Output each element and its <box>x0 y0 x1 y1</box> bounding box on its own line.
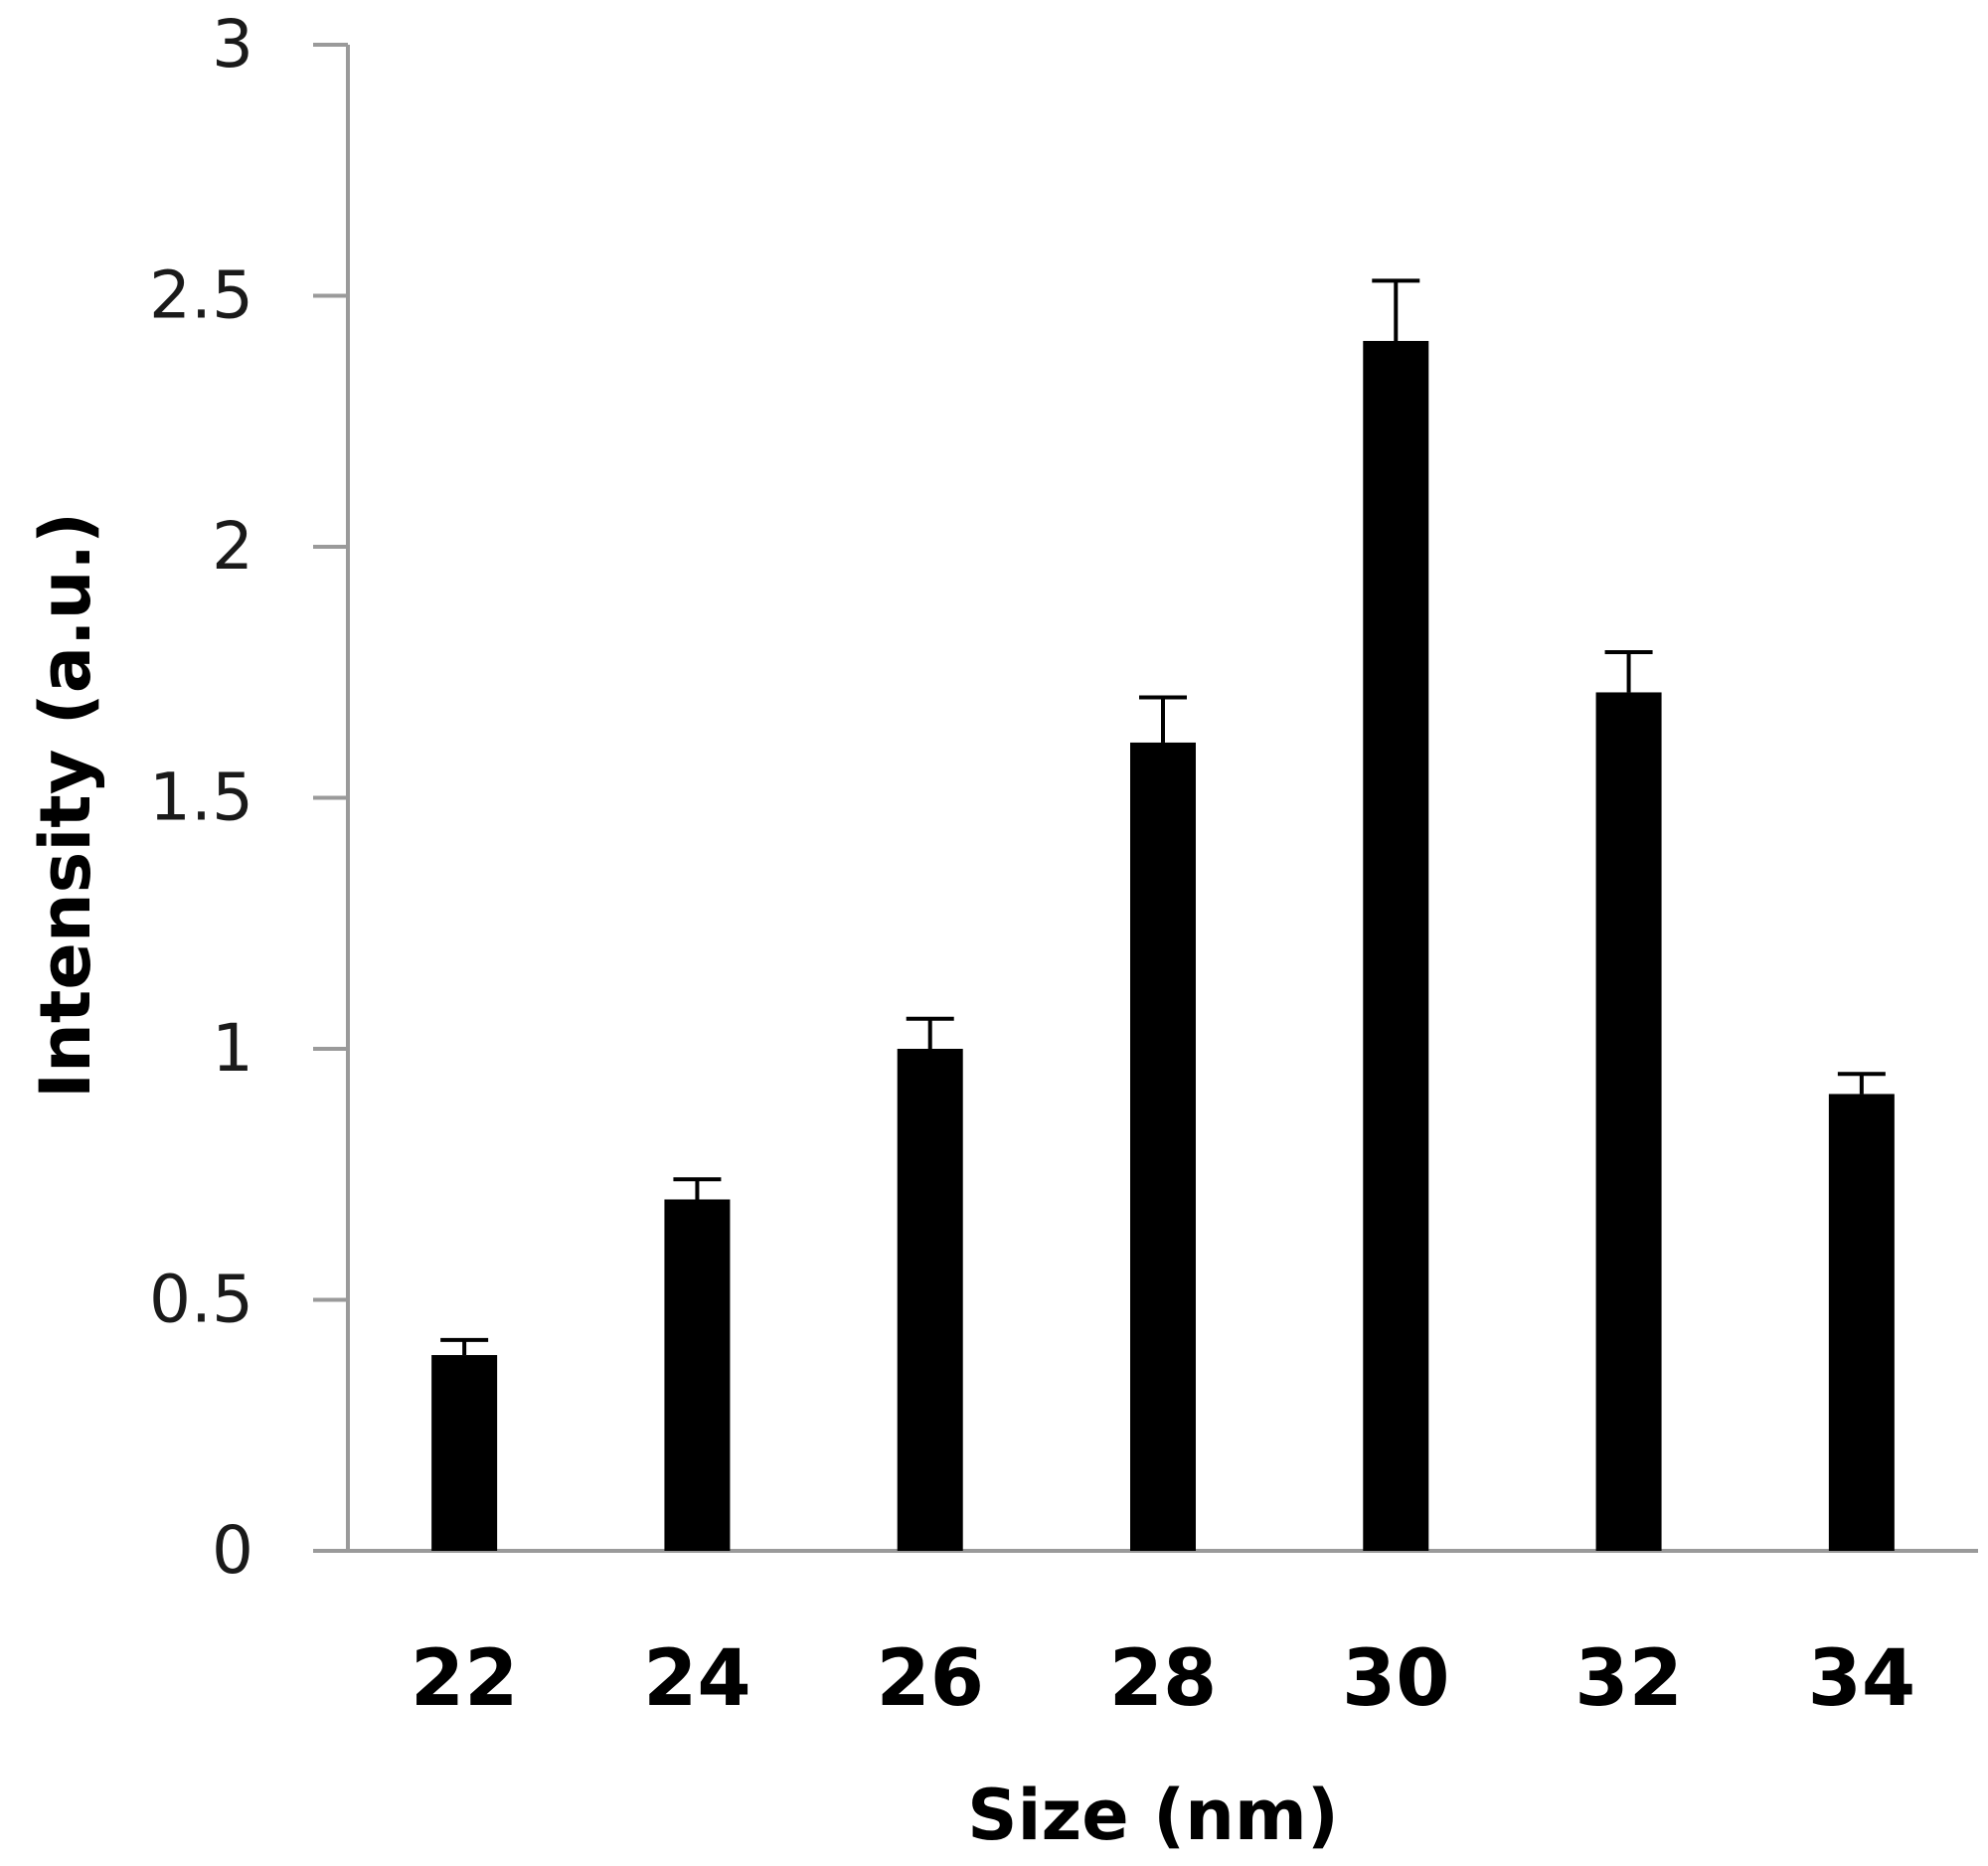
bar <box>431 1355 498 1551</box>
x-tick-label: 28 <box>1109 1634 1218 1724</box>
bar <box>1595 692 1662 1551</box>
y-tick-label: 1 <box>212 1010 253 1087</box>
y-tick-label: 0.5 <box>149 1262 253 1338</box>
bar <box>1130 742 1196 1551</box>
bar <box>664 1199 731 1551</box>
x-tick-label: 32 <box>1574 1634 1683 1724</box>
x-tick-label: 24 <box>643 1634 751 1724</box>
y-axis-title: Intensity (a.u.) <box>25 512 106 1099</box>
y-tick-label: 2 <box>212 508 253 585</box>
y-tick-label: 0 <box>212 1512 253 1589</box>
x-axis-title: Size (nm) <box>967 1775 1339 1856</box>
bar <box>897 1049 963 1551</box>
x-tick-label: 22 <box>411 1634 519 1724</box>
bar <box>1828 1094 1895 1551</box>
x-tick-label: 34 <box>1808 1634 1916 1724</box>
bars <box>431 278 1895 1552</box>
x-tick-label: 26 <box>876 1634 984 1724</box>
y-tick-label: 1.5 <box>149 760 253 836</box>
y-tick-label: 2.5 <box>149 257 253 334</box>
x-tick-label: 30 <box>1342 1634 1450 1724</box>
y-tick-label: 3 <box>212 6 253 83</box>
tick-labels: 0 0.5 1 1.5 2 2.5 3 22 24 26 28 30 32 34 <box>149 6 1915 1724</box>
bar <box>1363 340 1429 1552</box>
